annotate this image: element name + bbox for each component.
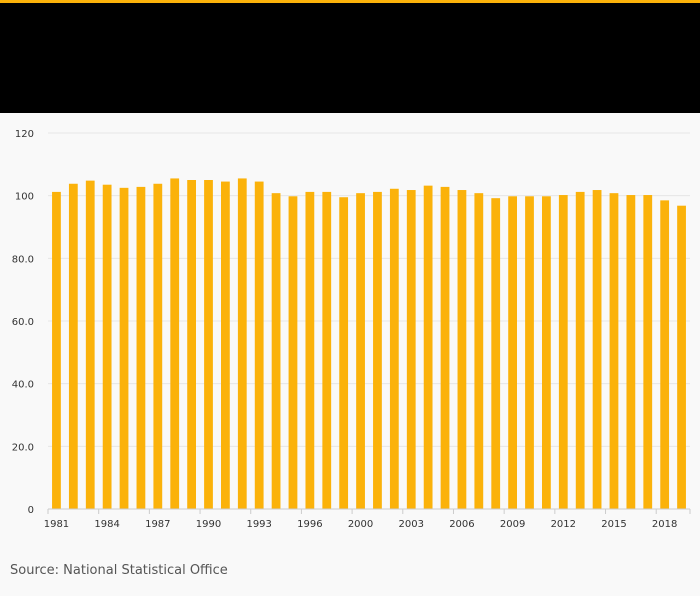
x-tick-label: 2009 — [500, 519, 525, 530]
accent-stripe — [0, 0, 700, 3]
bar — [609, 193, 619, 509]
y-tick-label: 100 — [15, 192, 34, 203]
x-tick-label: 2000 — [348, 519, 373, 530]
bar — [288, 196, 298, 509]
bar-chart: 0 20.0 40.0 60.0 80.0 100 120 1981 1984 1987 1990 1… — [0, 113, 700, 553]
bar — [237, 178, 247, 509]
x-tick-label: 1996 — [297, 519, 322, 530]
bar — [153, 183, 163, 509]
bar — [440, 186, 450, 509]
bar — [271, 193, 281, 509]
x-tick-label: 1990 — [196, 519, 221, 530]
y-tick-label: 60.0 — [12, 317, 34, 328]
x-tick-label: 2018 — [652, 519, 677, 530]
chart-svg: 0 20.0 40.0 60.0 80.0 100 120 1981 1984 1987 1990 1… — [12, 129, 691, 530]
bar — [254, 181, 264, 510]
bar — [221, 181, 230, 510]
x-tick-label: 2012 — [551, 519, 576, 530]
bar — [626, 195, 636, 509]
bar — [102, 184, 112, 509]
bar — [339, 197, 349, 509]
bar — [389, 188, 399, 510]
y-tick-label: 20.0 — [12, 442, 34, 453]
x-tick-label: 2003 — [399, 519, 424, 530]
bar — [643, 195, 653, 509]
x-tick-label: 1981 — [44, 519, 69, 530]
bar — [119, 187, 129, 509]
y-tick-label: 0 — [28, 505, 34, 516]
bar — [68, 183, 78, 509]
y-tick-label: 120 — [15, 129, 34, 140]
x-tick-label: 1993 — [246, 519, 271, 530]
bar — [322, 191, 332, 509]
bar — [542, 196, 551, 509]
y-tick-label: 40.0 — [12, 380, 34, 391]
source-note: Source: National Statistical Office — [10, 563, 228, 578]
x-tick-label: 2015 — [601, 519, 626, 530]
x-tick-label: 1984 — [94, 519, 119, 530]
bar — [136, 186, 146, 509]
bar — [356, 193, 365, 509]
bar — [373, 191, 382, 509]
bar — [592, 190, 602, 509]
bar — [305, 191, 315, 509]
bar — [525, 196, 534, 509]
bar — [457, 190, 467, 509]
bar — [677, 205, 686, 509]
bar — [660, 200, 670, 509]
bar — [85, 180, 95, 510]
bar — [575, 191, 585, 509]
bar — [508, 196, 517, 509]
bar — [423, 185, 433, 509]
bar — [187, 180, 196, 509]
bar — [204, 180, 213, 509]
header-band — [0, 3, 700, 113]
bar — [491, 198, 501, 509]
y-tick-label: 80.0 — [12, 254, 34, 265]
x-tick-label: 1987 — [145, 519, 170, 530]
bar — [406, 190, 416, 509]
bar — [170, 178, 180, 509]
x-tick-label: 2006 — [449, 519, 474, 530]
bar — [52, 191, 61, 509]
bar — [558, 195, 568, 509]
bar — [474, 193, 484, 509]
